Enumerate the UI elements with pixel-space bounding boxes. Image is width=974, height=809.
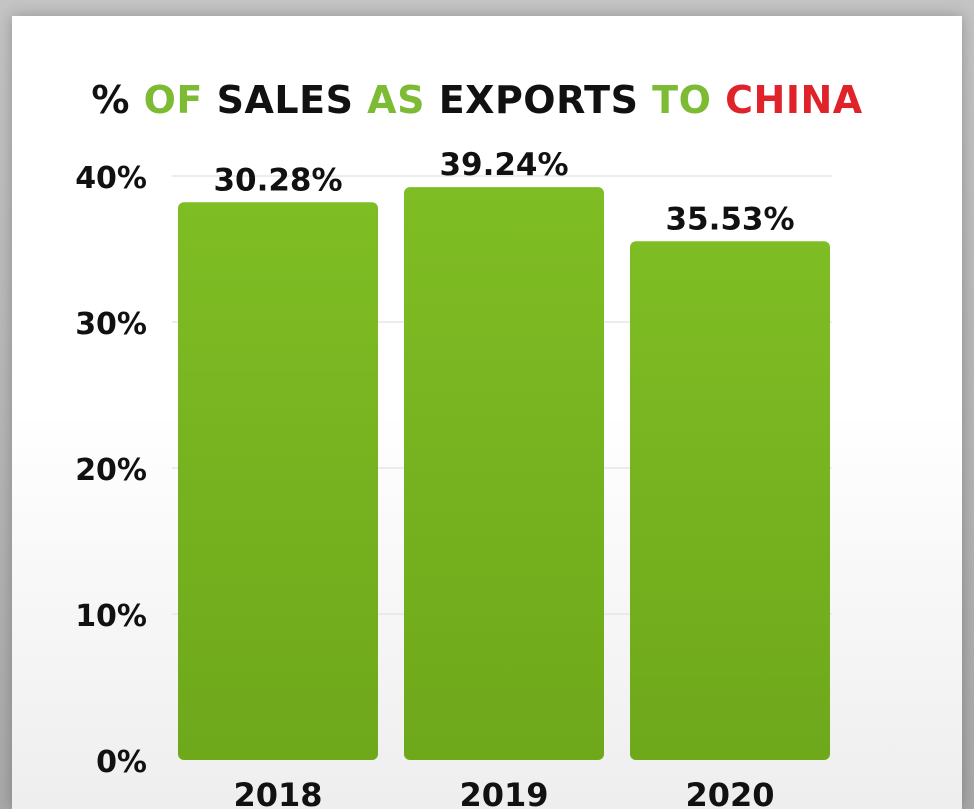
chart-title-part-1: OF <box>143 78 217 122</box>
x-tick-label-2019: 2019 <box>459 776 548 809</box>
y-tick-label: 10% <box>75 599 147 634</box>
data-label-2020: 35.53% <box>665 201 794 237</box>
bar-2020 <box>630 241 830 761</box>
y-tick-label: 30% <box>75 307 147 342</box>
x-axis-ticks: 2018 2019 2020 <box>233 776 774 809</box>
chart-title-part-4: EXPORTS <box>438 78 653 122</box>
chart-title-part-3: AS <box>367 78 439 122</box>
y-axis-ticks: 0% 10% 20% 30% 40% <box>75 161 147 780</box>
data-labels: 30.28% 39.24% 35.53% <box>213 147 794 237</box>
chart-title-part-5: TO <box>652 78 726 122</box>
chart-title-part-2: SALES <box>216 78 368 122</box>
bars <box>178 187 830 761</box>
x-tick-label-2020: 2020 <box>685 776 774 809</box>
chart-title-part-0: % <box>91 78 144 122</box>
chart-title-part-6: CHINA <box>725 78 863 122</box>
x-tick-label-2018: 2018 <box>233 776 322 809</box>
data-label-2018: 30.28% <box>213 162 342 198</box>
data-label-2019: 39.24% <box>439 147 568 183</box>
bar-2018 <box>178 202 378 760</box>
y-tick-label: 0% <box>96 745 147 780</box>
y-tick-label: 40% <box>75 161 147 196</box>
chart-title: % OF SALES AS EXPORTS TO CHINA <box>0 78 954 122</box>
bar-2019 <box>404 187 604 760</box>
y-tick-label: 20% <box>75 453 147 488</box>
